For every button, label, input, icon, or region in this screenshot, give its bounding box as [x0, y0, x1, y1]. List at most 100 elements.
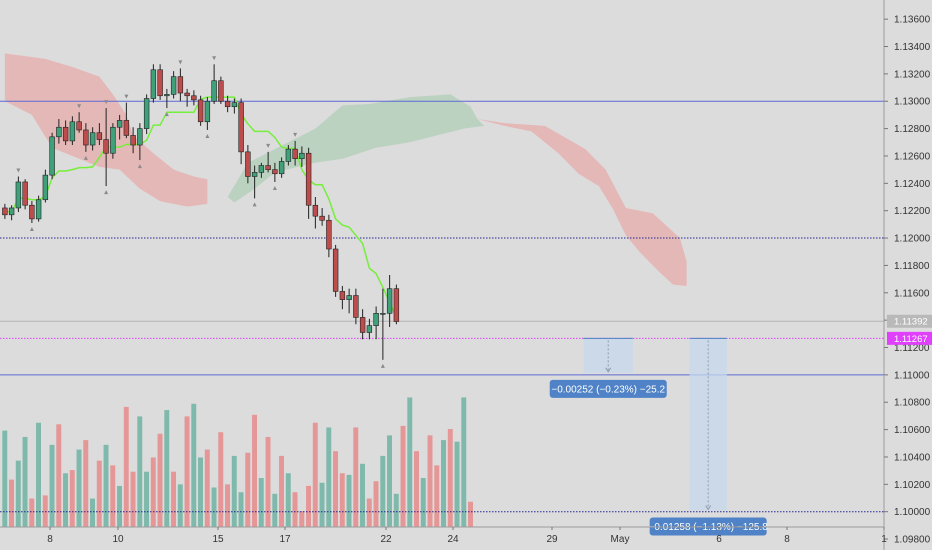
fractal-markers [16, 56, 385, 368]
time-tick-label: 10 [112, 534, 124, 545]
fractal-up-marker [212, 56, 217, 61]
candle [15, 176, 22, 213]
candle-body [305, 152, 312, 206]
candle [143, 94, 150, 135]
measurement-tools[interactable]: −0.00252 (−0.23%) −25.2−0.01258 (−1.13%)… [549, 337, 769, 536]
volume-bar [414, 451, 419, 527]
candle-body [150, 69, 157, 99]
volume-bar [306, 485, 311, 527]
candle [197, 95, 204, 126]
candle-body [319, 215, 325, 221]
volume-bar [36, 422, 41, 527]
volume-bar [292, 492, 298, 527]
time-axis[interactable]: 8 10 15 17 22 24 29 May 6 8 1 [0, 526, 887, 545]
candle [218, 76, 224, 104]
volume-bar [225, 484, 230, 527]
volume-bar [400, 425, 406, 527]
candle-body [231, 102, 238, 108]
measure-range[interactable]: −0.00252 (−0.23%) −25.2 [549, 337, 667, 398]
volume-bar [29, 498, 35, 527]
candle [42, 169, 49, 203]
candle [285, 145, 292, 166]
candle [62, 120, 69, 146]
fractal-down-marker [164, 112, 169, 117]
candle [123, 102, 130, 139]
volume-bar [441, 440, 446, 527]
volume-bar [22, 436, 28, 527]
volume-bar [245, 452, 251, 527]
candle [231, 98, 238, 114]
candle-body [2, 207, 8, 216]
volume-bar [49, 444, 55, 527]
fractal-down-marker [252, 202, 257, 207]
volume-bar [353, 427, 359, 527]
fractal-down-marker [83, 155, 88, 160]
candle [305, 147, 312, 219]
measure-label-box [649, 517, 767, 536]
candle-body [285, 148, 292, 162]
volume-bar [96, 460, 102, 527]
candle-body [218, 80, 224, 102]
candle [157, 64, 163, 100]
volume-bar [76, 449, 82, 527]
candle-body [110, 126, 116, 154]
candle [8, 205, 15, 221]
volume-bar [366, 498, 372, 527]
candle-body [258, 165, 265, 173]
candle [204, 97, 211, 130]
measure-area [583, 338, 633, 373]
volume-bar [461, 397, 467, 527]
fractal-up-marker [293, 132, 298, 137]
price-tick-label: 1.10000 [894, 507, 931, 518]
candle-body [35, 199, 42, 220]
candle-body [238, 102, 244, 153]
candle [184, 88, 190, 107]
candle-body [49, 136, 55, 176]
fractal-up-marker [16, 168, 21, 173]
volume-bar [137, 416, 143, 527]
volume-bar [279, 455, 284, 527]
price-tick-label: 1.10600 [894, 425, 931, 436]
fractal-down-marker [137, 164, 142, 169]
volume-bar [211, 487, 217, 527]
price-tick-label: 1.11000 [894, 370, 930, 381]
volume-bar [63, 473, 68, 527]
volume-bar [380, 455, 386, 527]
candle [238, 98, 244, 165]
volume-bar [346, 474, 352, 527]
volume-bar [252, 414, 257, 527]
candle [258, 162, 265, 178]
kumo-bear-2 [477, 119, 687, 286]
measure-range[interactable]: −0.01258 (−1.13%) −125.8 [649, 337, 769, 536]
candle [2, 203, 8, 219]
volume-bar [83, 440, 89, 527]
candle [69, 116, 76, 146]
candle-body [299, 152, 305, 160]
candle-body [211, 80, 217, 102]
candle [346, 288, 352, 314]
price-tick-label: 1.09800 [894, 535, 931, 546]
candle [278, 157, 285, 178]
candle-body [164, 94, 170, 97]
candle [35, 195, 42, 222]
volume-bar [184, 416, 190, 527]
candle-body [346, 295, 352, 300]
price-tick-label: 1.12600 [894, 151, 931, 162]
fractal-down-marker [104, 190, 109, 195]
measure-label: −0.00252 (−0.23%) −25.2 [551, 384, 665, 395]
candle [83, 123, 89, 152]
candle-body [312, 204, 319, 217]
time-tick-label: 17 [279, 534, 291, 545]
candle-body [116, 120, 123, 128]
time-tick-label: 6 [716, 534, 722, 545]
candle-body [380, 313, 386, 315]
price-axis[interactable]: 1.13600 1.13400 1.13200 1.13000 1.12800 1.126… [883, 0, 932, 550]
candle [89, 127, 96, 151]
price-tick-label: 1.12200 [894, 206, 931, 217]
volume-bar [231, 455, 237, 527]
fractal-up-marker [104, 100, 109, 105]
volume-bar [117, 485, 122, 527]
measure-arrow-head [705, 505, 712, 511]
candle [137, 123, 143, 161]
